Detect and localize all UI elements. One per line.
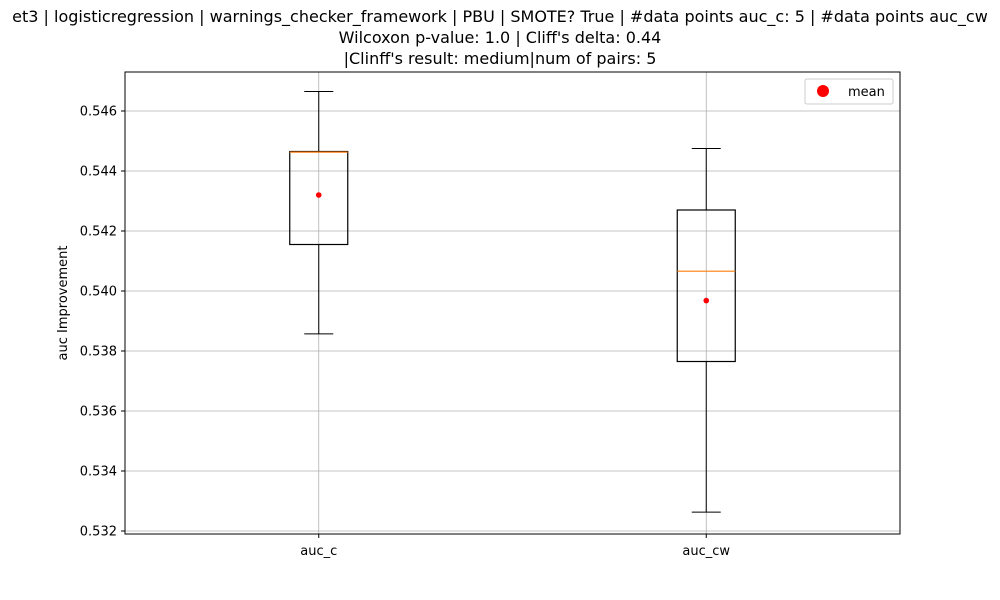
y-axis-label: auc Improvement <box>56 246 71 361</box>
y-tick-label: 0.540 <box>80 285 117 300</box>
y-tick-label: 0.546 <box>80 105 117 120</box>
box-auc_cw <box>676 148 736 513</box>
y-tick-label: 0.538 <box>80 345 117 360</box>
y-tick-label: 0.536 <box>80 405 117 420</box>
x-tick-label: auc_c <box>300 544 337 559</box>
chart-title-line-1: et3 | logisticregression | warnings_chec… <box>12 7 988 27</box>
y-tick-label: 0.534 <box>80 465 117 480</box>
y-tick-label: 0.532 <box>80 525 117 540</box>
mean-point <box>703 297 710 304</box>
chart-title-line-2: Wilcoxon p-value: 1.0 | Cliff's delta: 0… <box>339 28 662 47</box>
y-tick-label: 0.544 <box>80 165 117 180</box>
legend-frame <box>804 78 894 105</box>
legend-mean-label: mean <box>848 85 885 100</box>
x-tick-label: auc_cw <box>682 544 730 559</box>
chart-title-line-3: |Clinff's result: medium|num of pairs: 5 <box>344 49 657 68</box>
mean-point <box>315 192 322 198</box>
axes-layer: 0.532 0.534 0.536 0.538 0.540 0.542 0.544 0.546… <box>80 71 901 559</box>
legend: mean <box>804 78 894 105</box>
box-layer <box>289 91 736 513</box>
box-auc_c <box>289 91 349 335</box>
grid-layer <box>125 72 900 534</box>
y-tick-label: 0.542 <box>80 225 117 240</box>
legend-mean-marker <box>817 85 829 97</box>
iqr-box <box>676 209 736 363</box>
plot-frame <box>124 71 901 535</box>
